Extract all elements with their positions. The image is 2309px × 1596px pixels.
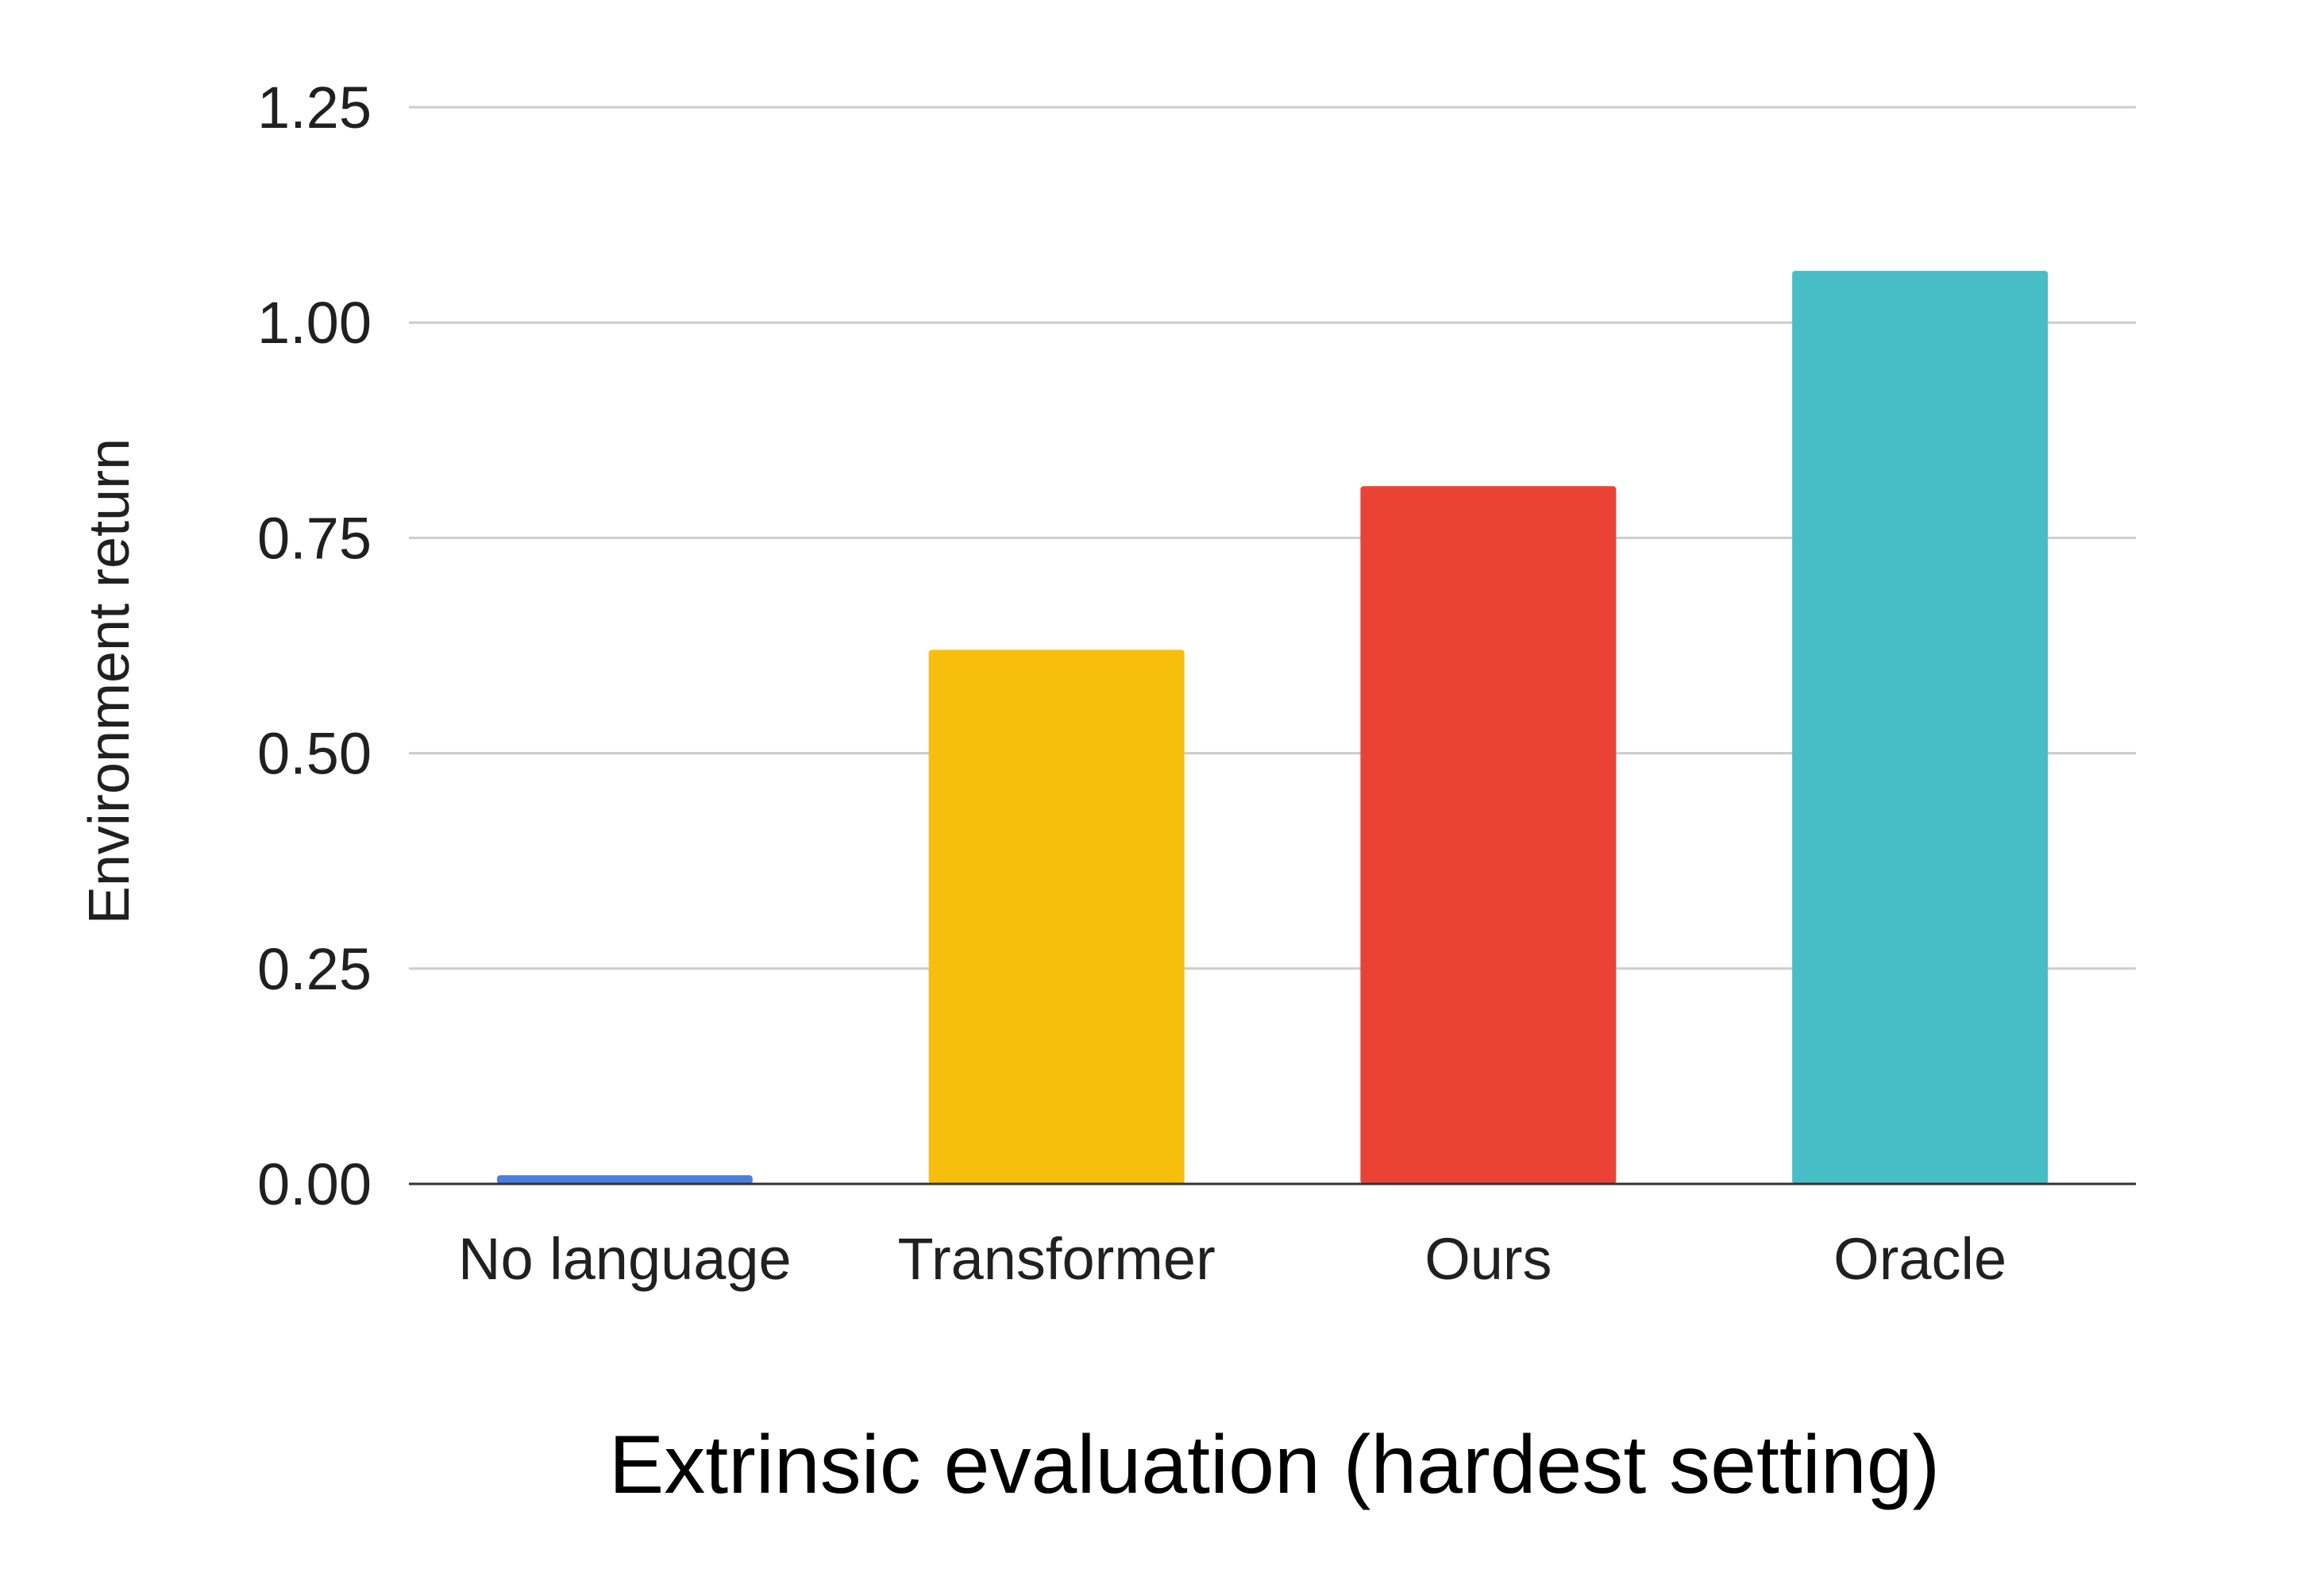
x-category-label: Oracle (1833, 1226, 2006, 1292)
bar-oracle (1792, 271, 2049, 1184)
x-axis-categories: No language Transformer Ours Oracle (458, 1226, 2006, 1292)
bar-ours (1360, 486, 1617, 1184)
y-tick-label: 0.75 (257, 505, 372, 571)
x-category-label: Ours (1424, 1226, 1552, 1292)
y-tick-label: 1.25 (257, 75, 372, 141)
y-axis-ticks: 0.00 0.25 0.50 0.75 1.00 1.25 (257, 75, 372, 1217)
y-axis-label: Environment return (78, 438, 141, 924)
y-tick-label: 1.00 (257, 290, 372, 356)
y-tick-label: 0.25 (257, 936, 372, 1002)
bar-transformer (928, 650, 1185, 1184)
x-axis-label: Extrinsic evaluation (hardest setting) (609, 1419, 1940, 1511)
bar-no-language (496, 1175, 753, 1184)
x-category-label: Transformer (898, 1226, 1216, 1292)
bars (496, 271, 2049, 1184)
y-tick-label: 0.50 (257, 721, 372, 787)
y-tick-label: 0.00 (257, 1151, 372, 1217)
x-category-label: No language (458, 1226, 792, 1292)
